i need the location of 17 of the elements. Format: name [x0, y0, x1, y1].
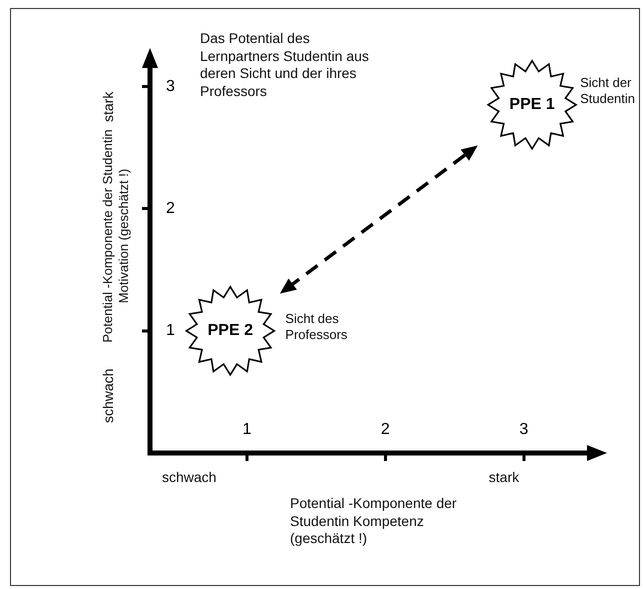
annotation: Sicht der Studentin	[580, 74, 636, 108]
chart-title: Das Potential des Lernpartners Studentin aus deren Sicht und der ihres Professors	[200, 30, 370, 100]
x-tick-label: 2	[380, 420, 390, 438]
x-tick-label: 1	[242, 420, 252, 438]
series-label: PPE 2	[208, 322, 254, 340]
series-label: PPE 1	[509, 96, 555, 114]
x-tick-label: 3	[519, 420, 528, 438]
text: schwach	[100, 368, 117, 423]
x-axis-title: Potential -Komponente der Studentin Kompetenz (geschätzt !)	[290, 495, 458, 548]
annotation: Sicht des Professors	[285, 310, 348, 344]
y-axis-title: Potential -Komponente der Studentin Motivation (geschätzt !)	[100, 129, 132, 343]
text: schwach	[162, 469, 216, 486]
text: stark	[488, 469, 520, 486]
y-tick-label: 3	[166, 78, 175, 95]
y-tick-label: 1	[166, 322, 175, 340]
y-tick-label: 2	[166, 200, 175, 218]
text: stark	[100, 92, 117, 122]
